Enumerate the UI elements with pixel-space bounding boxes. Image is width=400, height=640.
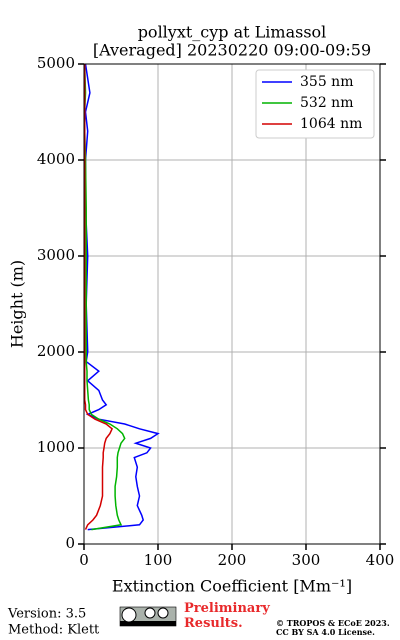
legend-label: 532 nm xyxy=(300,95,353,111)
license: CC BY SA 4.0 License. xyxy=(276,627,375,637)
copyright: © TROPOS & ECoE 2023. xyxy=(276,618,390,628)
x-axis-label: Extinction Coefficient [Mm⁻¹] xyxy=(112,577,352,596)
profile-line xyxy=(83,63,126,531)
y-tick-label: 5000 xyxy=(37,54,75,72)
y-tick-label: 0 xyxy=(65,534,75,552)
chart-subtitle: [Averaged] 20230220 09:00-09:59 xyxy=(93,41,371,60)
x-tick-label: 200 xyxy=(218,551,247,569)
y-axis-label: Height (m) xyxy=(8,260,27,348)
x-tick-label: 400 xyxy=(366,551,395,569)
chart-title: pollyxt_cyp at Limassol xyxy=(138,23,327,42)
legend-box xyxy=(255,69,375,139)
x-tick-label: 0 xyxy=(79,551,89,569)
cc-icon xyxy=(119,606,177,627)
legend-label: 355 nm xyxy=(300,74,353,90)
preliminary-notice: Preliminary Results. xyxy=(184,601,270,631)
x-tick-label: 300 xyxy=(292,551,321,569)
version: Version: 3.5 xyxy=(7,607,86,622)
profile-line xyxy=(84,63,160,531)
legend-label: 1064 nm xyxy=(300,116,362,132)
method: Method: Klett xyxy=(8,623,100,638)
y-tick-label: 1000 xyxy=(37,438,75,456)
x-tick-label: 100 xyxy=(144,551,173,569)
y-tick-label: 4000 xyxy=(37,150,75,168)
notice-box: Preliminary Results. xyxy=(184,601,270,631)
profile-line xyxy=(83,64,114,530)
plot-frame xyxy=(83,63,381,545)
y-tick-label: 2000 xyxy=(37,342,75,360)
y-tick-label: 3000 xyxy=(37,246,75,264)
